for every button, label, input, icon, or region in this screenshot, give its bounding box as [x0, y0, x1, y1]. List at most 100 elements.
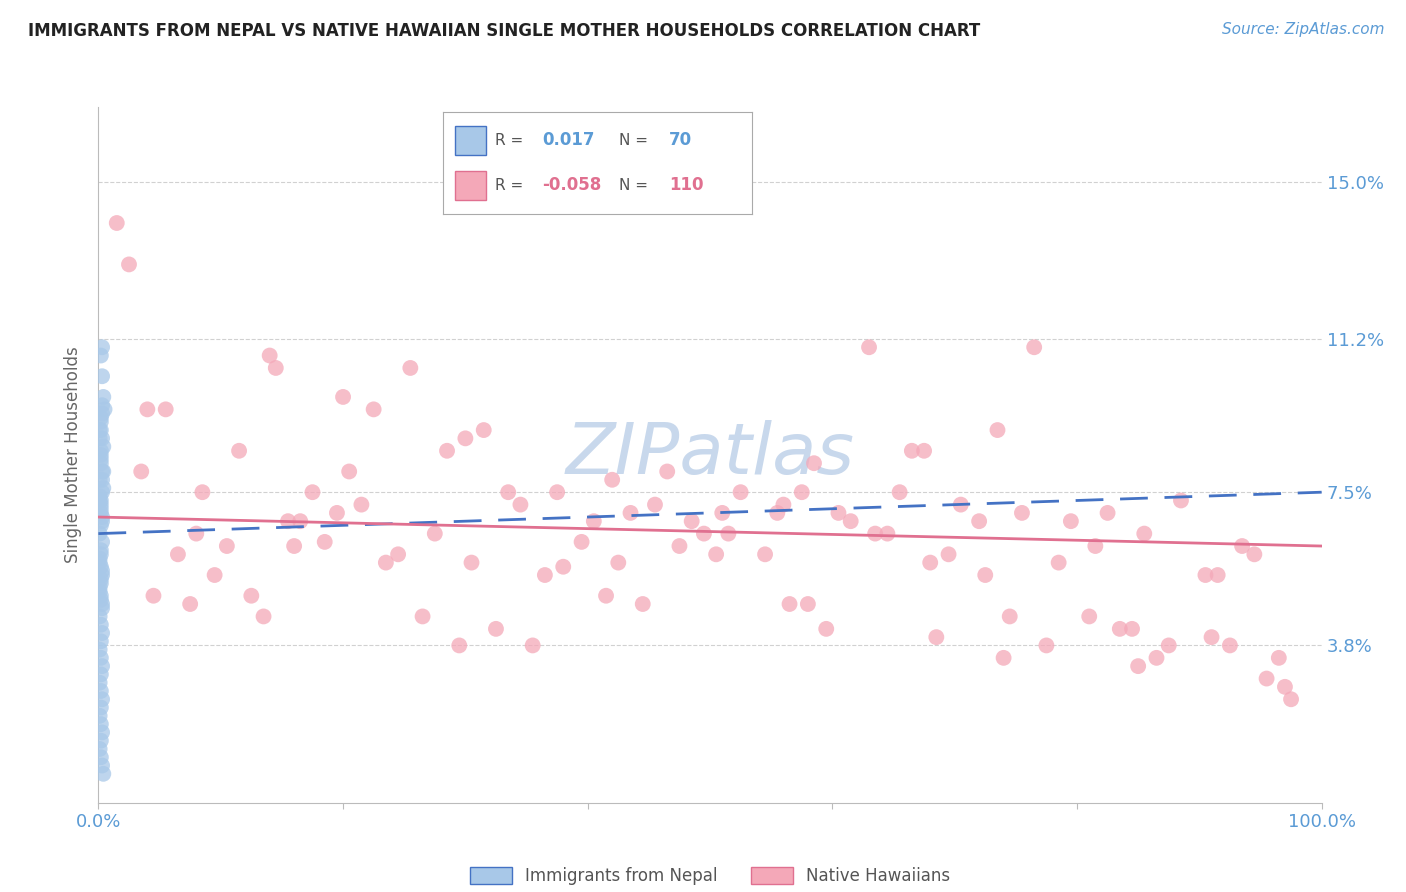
Point: [1146, 651, 1168, 665]
Point: [89, 473, 111, 487]
Point: [1097, 506, 1119, 520]
Point: [91, 340, 114, 354]
Point: [90, 448, 112, 462]
Point: [155, 402, 177, 417]
Point: [754, 547, 776, 561]
Point: [790, 485, 813, 500]
Point: [90, 498, 112, 512]
Point: [974, 568, 997, 582]
Point: [90, 589, 112, 603]
Point: [668, 539, 690, 553]
Point: [91, 369, 114, 384]
Point: [90, 547, 112, 561]
Point: [91, 692, 114, 706]
Point: [1243, 547, 1265, 561]
Point: [546, 485, 568, 500]
Point: [91, 568, 114, 582]
Point: [858, 340, 880, 354]
Point: [1206, 568, 1229, 582]
Text: ZIPatlas: ZIPatlas: [565, 420, 855, 490]
Text: -0.058: -0.058: [541, 177, 602, 194]
Point: [290, 514, 312, 528]
Point: [711, 506, 734, 520]
Point: [449, 639, 471, 653]
Point: [91, 407, 114, 421]
Point: [387, 547, 409, 561]
Point: [1274, 680, 1296, 694]
Y-axis label: Single Mother Households: Single Mother Households: [65, 347, 83, 563]
Point: [998, 609, 1021, 624]
Point: [571, 535, 593, 549]
Point: [704, 547, 727, 561]
Point: [93, 402, 115, 417]
Point: [90, 518, 112, 533]
Point: [90, 733, 112, 747]
Point: [91, 465, 114, 479]
Point: [797, 597, 820, 611]
Point: [1121, 622, 1143, 636]
Point: [90, 415, 112, 429]
Point: [693, 526, 716, 541]
Point: [90, 634, 112, 648]
Point: [326, 506, 349, 520]
Point: [91, 514, 114, 528]
Text: 110: 110: [669, 177, 703, 194]
Point: [967, 514, 990, 528]
Point: [91, 535, 114, 549]
Point: [91, 725, 114, 739]
Point: [90, 617, 112, 632]
Text: 0.017: 0.017: [541, 131, 595, 149]
Point: [90, 572, 112, 586]
Bar: [456, 171, 486, 200]
Point: [889, 485, 911, 500]
Point: [815, 622, 838, 636]
Point: [91, 659, 114, 673]
Point: [228, 443, 250, 458]
Point: [91, 564, 114, 578]
Point: [301, 485, 323, 500]
Point: [91, 626, 114, 640]
Point: [619, 506, 641, 520]
Point: [90, 684, 112, 698]
Point: [1060, 514, 1083, 528]
Point: [90, 423, 112, 437]
Point: [582, 514, 605, 528]
Point: [90, 452, 112, 467]
Point: [631, 597, 654, 611]
Point: [90, 543, 112, 558]
Point: [644, 498, 666, 512]
Point: [1084, 539, 1107, 553]
Point: [553, 559, 575, 574]
Point: [993, 651, 1015, 665]
Point: [607, 556, 630, 570]
Point: [766, 506, 789, 520]
Point: [259, 349, 281, 363]
Point: [90, 506, 112, 520]
Point: [89, 708, 111, 723]
Text: R =: R =: [495, 178, 523, 193]
Point: [89, 581, 111, 595]
Text: N =: N =: [619, 133, 648, 148]
Point: [118, 257, 141, 271]
Text: 70: 70: [669, 131, 692, 149]
Point: [91, 601, 114, 615]
Point: [91, 510, 114, 524]
Point: [485, 622, 508, 636]
Point: [717, 526, 740, 541]
Point: [142, 589, 165, 603]
Point: [179, 597, 201, 611]
Point: [91, 440, 114, 454]
Point: [90, 501, 112, 516]
Text: R =: R =: [495, 133, 523, 148]
Point: [91, 398, 114, 412]
Point: [91, 390, 114, 404]
Point: [522, 639, 544, 653]
Point: [89, 493, 111, 508]
Point: [863, 526, 886, 541]
Point: [89, 489, 111, 503]
Point: [600, 473, 623, 487]
Point: [89, 431, 111, 445]
Point: [1011, 506, 1033, 520]
Point: [1201, 630, 1223, 644]
Point: [105, 216, 128, 230]
